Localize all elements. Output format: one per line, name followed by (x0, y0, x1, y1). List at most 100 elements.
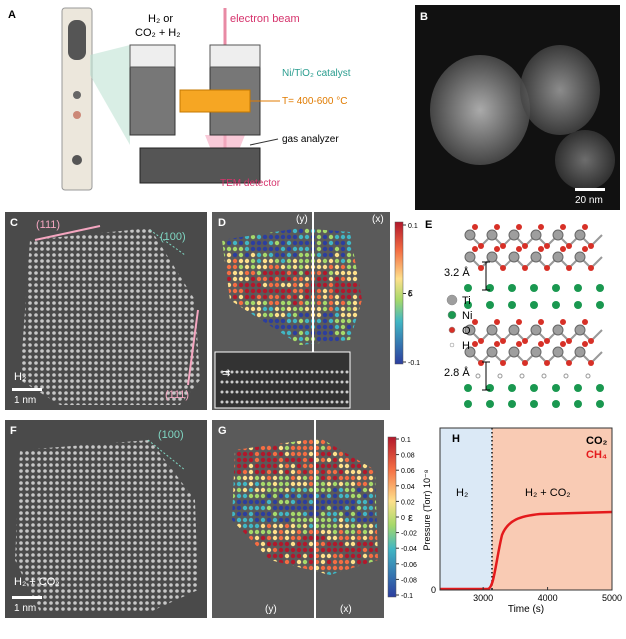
atom (362, 493, 368, 499)
atom (76, 397, 80, 401)
atom (328, 324, 334, 330)
atom (172, 319, 176, 323)
atom (40, 325, 44, 329)
atom (55, 523, 59, 527)
atom (350, 559, 356, 565)
atom (169, 571, 173, 575)
atom (37, 529, 41, 533)
atom (109, 571, 113, 575)
atom (346, 258, 352, 264)
atom (112, 319, 116, 323)
atom (175, 565, 179, 569)
atom (124, 283, 128, 287)
atom (100, 385, 104, 389)
h-atom (585, 373, 591, 379)
atom (302, 487, 308, 493)
atom (316, 312, 322, 318)
atom (109, 547, 113, 551)
atom (268, 270, 274, 276)
atom (350, 499, 356, 505)
atom (305, 400, 309, 404)
atom (356, 499, 362, 505)
atom (356, 553, 362, 559)
atom (118, 241, 122, 245)
atom (169, 553, 173, 557)
atom (112, 271, 116, 275)
atom (280, 312, 286, 318)
o-atom (544, 265, 550, 271)
panel-label: F (10, 425, 17, 437)
atom (112, 325, 116, 329)
atom (121, 481, 125, 485)
atom (49, 607, 53, 611)
atom (242, 523, 248, 529)
atom (154, 367, 158, 371)
atom (280, 380, 284, 384)
atom (260, 475, 266, 481)
atom (148, 295, 152, 299)
atom (67, 451, 71, 455)
atom (133, 457, 137, 461)
atom (308, 457, 314, 463)
atom (136, 301, 140, 305)
atom (127, 463, 131, 467)
atom (64, 277, 68, 281)
atom (19, 475, 23, 479)
atom (88, 391, 92, 395)
atom (85, 547, 89, 551)
atom (316, 330, 322, 336)
region (492, 428, 612, 590)
atom (298, 282, 304, 288)
atom (284, 493, 290, 499)
atom (46, 385, 50, 389)
atom (280, 234, 286, 240)
atom (100, 367, 104, 371)
atom (97, 499, 101, 503)
atom (124, 349, 128, 353)
atom (100, 397, 104, 401)
atom (130, 403, 134, 405)
atom (275, 400, 279, 404)
atom (166, 289, 170, 293)
atom (19, 547, 23, 551)
atom (316, 300, 322, 306)
atom (262, 306, 268, 312)
atom (154, 397, 158, 401)
catalyst-label: Ni/TiO₂ catalyst (282, 68, 351, 79)
atom (296, 505, 302, 511)
atom (94, 271, 98, 275)
atom (121, 583, 125, 587)
atom (157, 535, 161, 539)
atom (37, 505, 41, 509)
atom (181, 559, 185, 563)
atom (332, 535, 338, 541)
atom (350, 541, 356, 547)
atom (352, 306, 358, 312)
atom (260, 469, 266, 475)
atom (145, 463, 149, 467)
atom (121, 595, 125, 599)
atom (97, 451, 101, 455)
atom (85, 595, 89, 599)
atom (278, 523, 284, 529)
atom (292, 240, 298, 246)
atom (88, 349, 92, 353)
atom (278, 493, 284, 499)
atom (19, 559, 23, 563)
atom (43, 499, 47, 503)
atom (148, 325, 152, 329)
atom (346, 252, 352, 258)
atom (175, 595, 179, 599)
atom (332, 529, 338, 535)
atom (148, 265, 152, 269)
atom (127, 499, 131, 503)
atom (109, 487, 113, 491)
atom (58, 355, 62, 359)
atom (322, 324, 328, 330)
atom (97, 529, 101, 533)
atom (346, 324, 352, 330)
atom (94, 367, 98, 371)
atom (70, 367, 74, 371)
atom (73, 589, 77, 593)
atom (302, 505, 308, 511)
